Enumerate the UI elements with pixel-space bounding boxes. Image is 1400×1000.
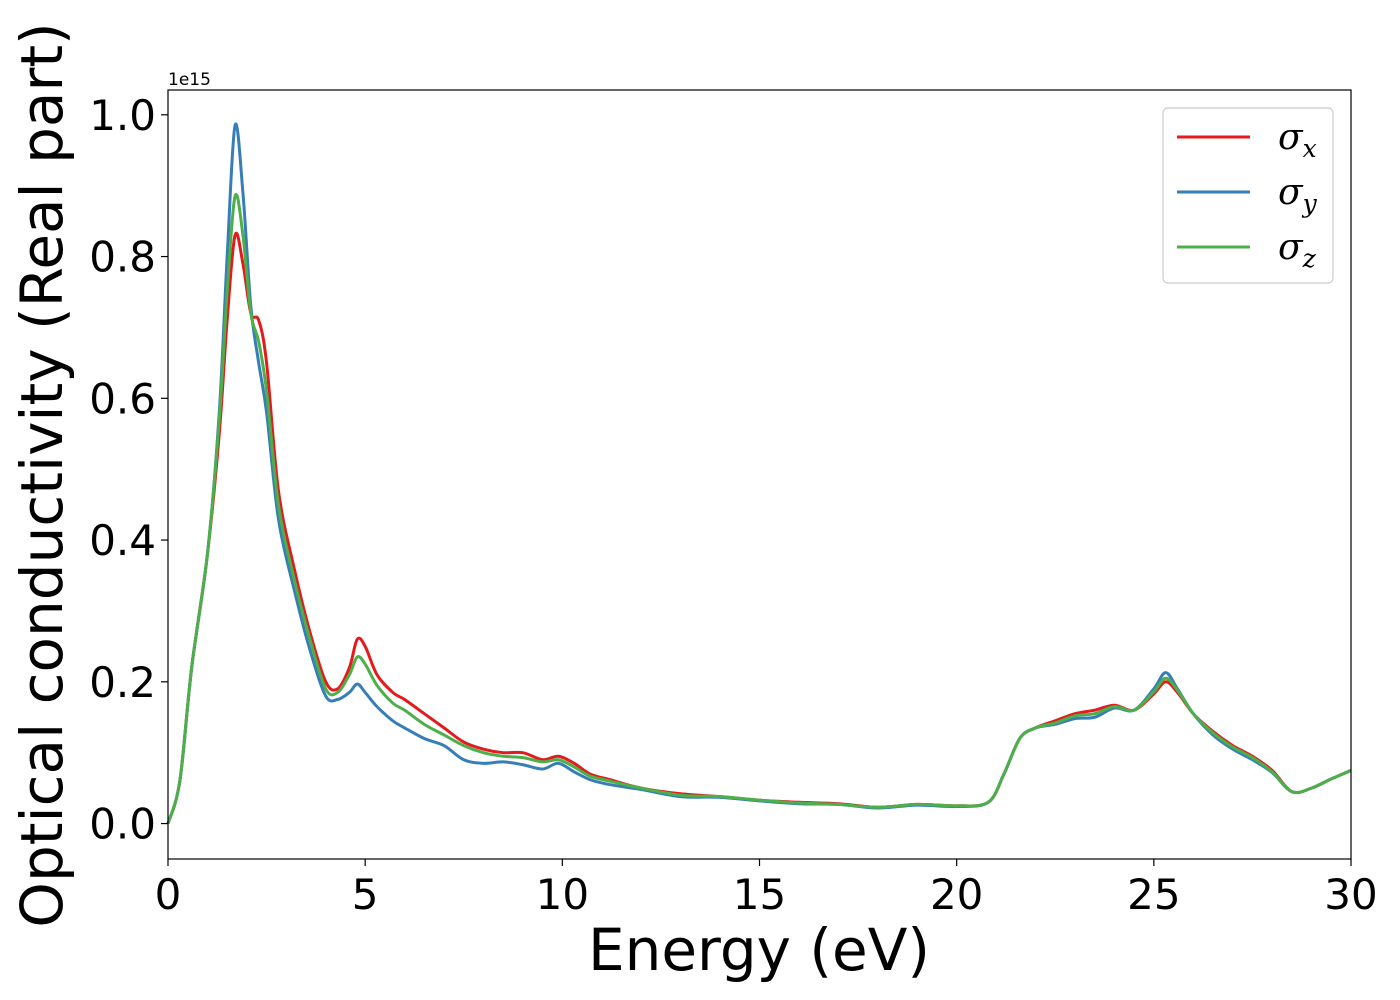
y-axis-label: Optical conductivity (Real part) [8,22,76,927]
y-tick-label: 0.6 [89,374,156,423]
x-tick-label: 10 [536,870,589,919]
plot-area [168,90,1351,859]
series-line-z [166,192,1352,825]
series-group [166,122,1352,825]
x-tick-label: 25 [1127,870,1180,919]
series-line-y [166,122,1352,825]
x-tick-label: 30 [1324,870,1377,919]
x-tick-label: 15 [733,870,786,919]
series-line-x [166,231,1352,825]
x-axis-ticks: 0 5 10 15 20 25 30 [155,859,1378,919]
x-tick-label: 5 [352,870,379,919]
legend-box [1162,107,1334,284]
y-tick-label: 0.4 [89,516,156,565]
y-tick-label: 0.0 [89,800,156,849]
x-tick-label: 20 [930,870,983,919]
y-offset-label: 1e15 [168,70,211,90]
x-axis-label: Energy (eV) [588,916,930,984]
x-tick-label: 0 [155,870,182,919]
y-axis-ticks: 0.0 0.2 0.4 0.6 0.8 1.0 [89,91,168,849]
y-tick-label: 1.0 [89,91,156,140]
y-tick-label: 0.2 [89,658,156,707]
y-tick-label: 0.8 [89,233,156,282]
